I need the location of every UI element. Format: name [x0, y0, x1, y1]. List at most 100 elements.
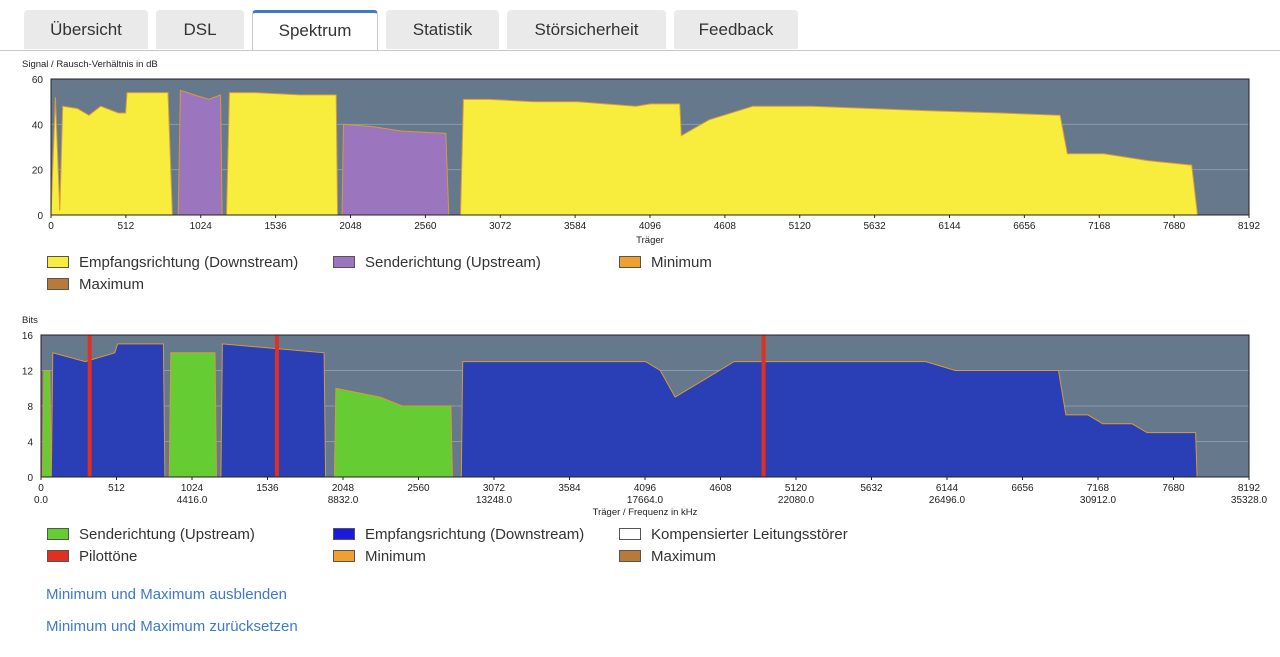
legend-label: Senderichtung (Upstream) [79, 525, 255, 543]
x-tick-label: 5632 [860, 483, 883, 494]
legend-swatch-pilot [47, 550, 69, 562]
x-tick-label: 1536 [265, 221, 288, 232]
legend-snr-upstream: Senderichtung (Upstream) [333, 253, 541, 271]
x-tick-label: 3072 [489, 221, 512, 232]
legend-label: Maximum [79, 275, 145, 293]
y-tick-label: 12 [22, 367, 34, 378]
x-tick-label: 1024 [190, 221, 213, 232]
tab-feedback[interactable]: Feedback [674, 10, 798, 49]
legend-label: Senderichtung (Upstream) [365, 253, 541, 271]
x-tick-label: 7168 [1087, 483, 1110, 494]
legend-label: Empfangsrichtung (Downstream) [79, 253, 299, 271]
legend-swatch-downstream [333, 528, 355, 540]
series-area [225, 92, 339, 216]
x-tick-label: 4096 [634, 483, 657, 494]
x-tick-label: 2560 [414, 221, 437, 232]
freq-tick-label: 13248.0 [476, 495, 513, 506]
legend-swatch-maximum [47, 278, 69, 290]
series-area [41, 370, 52, 478]
x-tick-label: 2560 [407, 483, 430, 494]
y-tick-label: 20 [32, 166, 44, 177]
freq-tick-label: 17664.0 [627, 495, 664, 506]
legend-swatch-downstream [47, 256, 69, 268]
y-tick-label: 0 [37, 211, 43, 222]
x-tick-label: 3584 [564, 221, 587, 232]
x-tick-label: 7680 [1163, 221, 1186, 232]
tab-spektrum[interactable]: Spektrum [252, 10, 378, 50]
series-area [220, 343, 327, 478]
hide-minmax-link[interactable]: Minimum und Maximum ausblenden [46, 586, 287, 603]
x-tick-label: 4096 [639, 221, 662, 232]
x-tick-label: 0 [48, 221, 54, 232]
x-tick-label: 8192 [1238, 483, 1261, 494]
legend-swatch-compensated [619, 528, 641, 540]
legend-bits-pilot: Pilottöne [47, 547, 137, 565]
x-tick-label: 2048 [339, 221, 362, 232]
x-tick-label: 8192 [1238, 221, 1261, 232]
freq-tick-label: 0.0 [34, 495, 48, 506]
x-tick-label: 0 [38, 483, 44, 494]
x-tick-label: 6144 [936, 483, 959, 494]
freq-tick-label: 26496.0 [929, 495, 966, 506]
y-tick-label: 16 [22, 331, 34, 342]
snr-chart: 60 40 20 00 512 1024 1536 2048 2560 3072 3584 4096 4… [32, 75, 1261, 246]
x-tick-label: 512 [118, 221, 135, 232]
x-axis-label: Träger [636, 235, 664, 246]
bits-chart: 16 12 8 4 00 512 1024 1536 2048 2560 3072 3584 4096 4… [22, 331, 1268, 518]
legend-swatch-maximum [619, 550, 641, 562]
legend-bits-minimum: Minimum [333, 547, 426, 565]
x-tick-label: 3072 [483, 483, 506, 494]
series-area [341, 123, 450, 216]
legend-label: Minimum [365, 547, 426, 565]
x-tick-label: 7680 [1162, 483, 1185, 494]
legend-snr-minimum: Minimum [619, 253, 712, 271]
legend-label: Pilottöne [79, 547, 138, 565]
series-area [50, 92, 173, 216]
legend-bits-downstream: Empfangsrichtung (Downstream) [333, 525, 584, 543]
freq-tick-label: 8832.0 [328, 495, 359, 506]
legend-snr-maximum: Maximum [47, 275, 144, 293]
tab-stoersicherheit[interactable]: Störsicherheit [507, 10, 666, 49]
legend-label: Maximum [651, 547, 717, 565]
x-tick-label: 7168 [1088, 221, 1111, 232]
x-tick-label: 4608 [714, 221, 737, 232]
pilot-tone-bar [87, 335, 92, 477]
series-area [50, 343, 166, 478]
x-tick-label: 6656 [1011, 483, 1034, 494]
x-tick-label: 2048 [332, 483, 355, 494]
x-tick-label: 5632 [864, 221, 887, 232]
x-tick-label: 3584 [558, 483, 581, 494]
x-tick-label: 6656 [1013, 221, 1036, 232]
legend-swatch-minimum [619, 256, 641, 268]
series-area [168, 352, 218, 478]
x-tick-label: 4608 [709, 483, 732, 494]
tab-bar: Übersicht DSL Spektrum Statistik Störsic… [0, 0, 1280, 51]
pilot-tone-bar [274, 335, 279, 477]
legend-swatch-minimum [333, 550, 355, 562]
x-tick-label: 512 [108, 483, 125, 494]
tab-dsl[interactable]: DSL [156, 10, 244, 49]
pilot-tone-bar [761, 335, 766, 477]
x-tick-label: 1024 [181, 483, 204, 494]
x-tick-label: 6144 [938, 221, 961, 232]
y-tick-label: 60 [32, 75, 44, 86]
x-tick-label: 5120 [789, 221, 812, 232]
series-area [459, 98, 1199, 216]
legend-bits-compensated: Kompensierter Leitungsstörer [619, 525, 848, 543]
series-area [177, 89, 223, 216]
series-area [460, 361, 1198, 478]
freq-tick-label: 30912.0 [1080, 495, 1117, 506]
reset-minmax-link[interactable]: Minimum und Maximum zurücksetzen [46, 618, 298, 635]
y-tick-label: 8 [27, 402, 33, 413]
tab-statistik[interactable]: Statistik [386, 10, 499, 49]
legend-label: Minimum [651, 253, 712, 271]
legend-label: Kompensierter Leitungsstörer [651, 525, 848, 543]
tab-uebersicht[interactable]: Übersicht [24, 10, 148, 49]
y-tick-label: 0 [27, 473, 33, 484]
x-tick-label: 1536 [256, 483, 279, 494]
y-tick-label: 4 [27, 438, 33, 449]
legend-snr-downstream: Empfangsrichtung (Downstream) [47, 253, 298, 271]
legend-swatch-upstream [333, 256, 355, 268]
legend-swatch-upstream [47, 528, 69, 540]
legend-bits-maximum: Maximum [619, 547, 716, 565]
